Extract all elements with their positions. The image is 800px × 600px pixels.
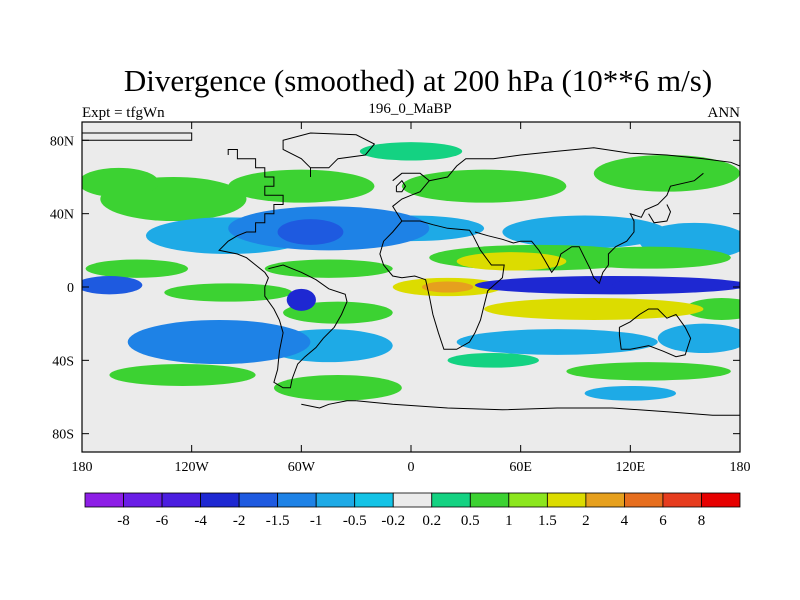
chart-title: Divergence (smoothed) at 200 hPa (10**6 … <box>124 63 712 98</box>
colorbar-level-label: -1.5 <box>266 513 290 529</box>
coastline-segment <box>648 204 672 224</box>
field-blob <box>593 155 740 192</box>
colorbar-level-label: -2 <box>233 513 246 529</box>
x-tick-label: 120E <box>616 460 646 475</box>
field-blob <box>685 298 740 320</box>
colorbar-level-label: 2 <box>582 513 590 529</box>
field-blob <box>164 283 293 302</box>
x-tick-label: 180 <box>730 460 751 475</box>
y-tick-label: 40S <box>52 354 74 369</box>
field-blob <box>286 288 316 311</box>
colorbar-level-label: -6 <box>156 513 169 529</box>
colorbar-swatch <box>277 492 317 508</box>
field-blob <box>612 277 722 293</box>
field-blob <box>484 298 704 320</box>
y-tick-label: 0 <box>67 281 74 296</box>
colorbar-level-label: -1 <box>310 513 323 529</box>
coastline-segment <box>474 172 704 285</box>
y-tick-label: 40N <box>50 208 74 223</box>
coastline-segment <box>379 172 505 350</box>
colorbar-level-label: 6 <box>659 513 667 529</box>
colorbar-swatch <box>701 492 741 508</box>
colorbar <box>84 492 741 508</box>
colorbar-swatch <box>508 492 548 508</box>
field-blob <box>456 252 567 271</box>
x-axis: 180 120W 60W 0 60E 120E 180 <box>72 122 751 475</box>
field-blob <box>82 276 143 295</box>
coastline-segment <box>82 132 193 141</box>
colorbar-level-label: 1 <box>505 513 513 529</box>
field-blob <box>127 320 311 364</box>
colorbar-level-label: -8 <box>117 513 130 529</box>
subtitle-left: Expt = tfgWn <box>82 105 165 121</box>
coastline-segment <box>356 400 740 416</box>
x-tick-label: 180 <box>72 460 93 475</box>
colorbar-level-label: -0.2 <box>381 513 405 529</box>
colorbar-level-label: 4 <box>621 513 629 529</box>
y-axis: 80N 40N 0 40S 80S <box>50 134 740 443</box>
field-blob <box>85 259 189 278</box>
coastline-segment <box>395 179 407 193</box>
colorbar-swatch <box>315 492 356 508</box>
field-blob <box>359 142 463 161</box>
colorbar-swatch <box>662 492 702 508</box>
coastline-segment <box>429 147 740 182</box>
colorbar-swatch <box>200 492 240 508</box>
colorbar-swatch <box>469 492 510 508</box>
field-blob <box>109 364 256 386</box>
colorbar-swatch <box>123 492 163 508</box>
field-blob <box>566 246 731 269</box>
x-tick-label: 120W <box>175 460 210 475</box>
y-tick-label: 80S <box>52 428 74 443</box>
colorbar-labels: -8 -6 -4 -2 -1.5 -1 -0.5 -0.2 0.2 0.5 1 1.5 2 4 6 8 <box>117 513 705 529</box>
coastline-segment <box>282 132 376 177</box>
subtitle-center: 196_0_MaBP <box>368 101 451 117</box>
field-blob <box>277 219 344 245</box>
colorbar-level-label: -4 <box>194 513 207 529</box>
field-blob <box>228 169 375 203</box>
colorbar-swatch <box>84 492 124 508</box>
field-blob <box>456 329 658 355</box>
field-blob <box>447 353 539 368</box>
colorbar-level-label: 8 <box>698 513 706 529</box>
colorbar-level-label: 0.5 <box>461 513 480 529</box>
subtitle-right: ANN <box>708 105 741 121</box>
field-blob <box>566 362 731 381</box>
colorbar-swatch <box>624 492 664 508</box>
colorbar-swatch <box>238 492 279 508</box>
coastline-outline <box>82 132 740 416</box>
colorbar-swatch <box>161 492 201 508</box>
colorbar-swatch <box>431 492 471 508</box>
colorbar-level-label: 1.5 <box>538 513 557 529</box>
colorbar-swatch <box>585 492 625 508</box>
coastline-segment <box>618 308 692 358</box>
field-blob <box>657 323 740 353</box>
field-blob <box>264 259 393 278</box>
colorbar-level-label: 0.2 <box>422 513 441 529</box>
coastline-segment <box>301 400 357 409</box>
field-blob <box>401 169 567 203</box>
colorbar-swatch <box>546 492 587 508</box>
x-tick-label: 60W <box>288 460 316 475</box>
colorbar-swatch <box>392 492 433 508</box>
field-blob <box>273 375 402 401</box>
colorbar-swatch <box>354 492 394 508</box>
x-tick-label: 0 <box>408 460 415 475</box>
field-blob <box>82 167 159 198</box>
x-tick-label: 60E <box>509 460 532 475</box>
field-blob <box>421 281 474 293</box>
field-blob <box>584 386 677 401</box>
coastline-segment <box>218 149 348 389</box>
field-blob <box>502 215 667 249</box>
y-tick-label: 80N <box>50 134 74 149</box>
colorbar-level-label: -0.5 <box>343 513 367 529</box>
